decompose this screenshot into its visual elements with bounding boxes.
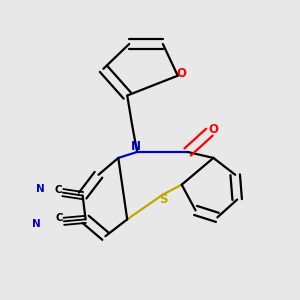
Text: O: O xyxy=(208,123,218,136)
Text: C: C xyxy=(55,184,62,195)
Text: N: N xyxy=(32,219,41,229)
Text: C: C xyxy=(56,213,64,224)
Text: S: S xyxy=(159,194,168,206)
Text: N: N xyxy=(36,184,45,194)
Text: O: O xyxy=(176,67,186,80)
Text: N: N xyxy=(130,140,141,153)
